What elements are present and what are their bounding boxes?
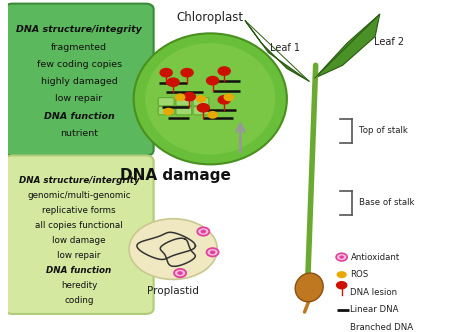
Circle shape [174, 269, 186, 277]
Ellipse shape [295, 273, 323, 302]
Ellipse shape [145, 43, 275, 155]
Text: genomic/multi-genomic: genomic/multi-genomic [27, 191, 131, 200]
Text: Proplastid: Proplastid [147, 286, 199, 296]
Circle shape [201, 230, 206, 233]
Circle shape [210, 250, 215, 254]
Circle shape [164, 109, 173, 115]
Circle shape [337, 271, 347, 278]
Circle shape [160, 68, 172, 77]
Text: Branched DNA: Branched DNA [350, 323, 414, 332]
FancyBboxPatch shape [193, 98, 209, 106]
FancyBboxPatch shape [193, 107, 209, 115]
Text: Antioxidant: Antioxidant [350, 253, 400, 262]
Text: Linear DNA: Linear DNA [350, 305, 399, 314]
Text: Leaf 1: Leaf 1 [270, 43, 300, 53]
Text: DNA structure/integrity: DNA structure/integrity [16, 25, 142, 34]
Text: DNA function: DNA function [44, 112, 115, 121]
Text: low repair: low repair [57, 251, 101, 260]
Text: low repair: low repair [55, 94, 103, 103]
Text: fragmented: fragmented [51, 42, 107, 51]
FancyBboxPatch shape [158, 107, 174, 115]
Circle shape [175, 94, 185, 101]
Circle shape [224, 94, 234, 101]
FancyBboxPatch shape [176, 98, 191, 106]
Text: DNA damage: DNA damage [120, 168, 231, 183]
FancyBboxPatch shape [5, 155, 154, 314]
Text: Base of stalk: Base of stalk [359, 198, 414, 207]
Text: few coding copies: few coding copies [36, 60, 122, 69]
Text: DNA function: DNA function [46, 266, 112, 275]
Circle shape [181, 68, 193, 77]
Text: low damage: low damage [52, 236, 106, 245]
Text: all copies functional: all copies functional [35, 221, 123, 230]
Circle shape [129, 219, 217, 280]
Polygon shape [315, 14, 380, 78]
Text: Top of stalk: Top of stalk [359, 126, 408, 135]
Text: DNA lesion: DNA lesion [350, 288, 398, 297]
Circle shape [167, 78, 179, 86]
Circle shape [197, 227, 210, 236]
Circle shape [207, 76, 219, 85]
Text: Leaf 2: Leaf 2 [374, 37, 404, 46]
FancyBboxPatch shape [176, 107, 191, 115]
Circle shape [337, 282, 347, 289]
Circle shape [177, 271, 183, 275]
Text: nutrient: nutrient [60, 129, 98, 138]
Circle shape [218, 67, 230, 75]
Polygon shape [245, 21, 309, 81]
Circle shape [218, 96, 230, 104]
Ellipse shape [134, 33, 287, 164]
Circle shape [196, 96, 206, 102]
Circle shape [336, 253, 347, 261]
Text: ROS: ROS [350, 270, 369, 279]
Text: replicative forms: replicative forms [42, 206, 116, 214]
Text: DNA structure/intergrity: DNA structure/intergrity [19, 176, 139, 185]
Circle shape [207, 248, 219, 256]
Text: highly damaged: highly damaged [41, 77, 118, 86]
FancyBboxPatch shape [5, 4, 154, 156]
Circle shape [197, 104, 210, 112]
Text: heredity: heredity [61, 281, 97, 290]
Text: coding: coding [64, 296, 94, 305]
Circle shape [208, 112, 217, 118]
FancyBboxPatch shape [158, 98, 174, 106]
Circle shape [183, 93, 195, 101]
Text: Chloroplast: Chloroplast [177, 11, 244, 24]
Circle shape [339, 256, 344, 259]
